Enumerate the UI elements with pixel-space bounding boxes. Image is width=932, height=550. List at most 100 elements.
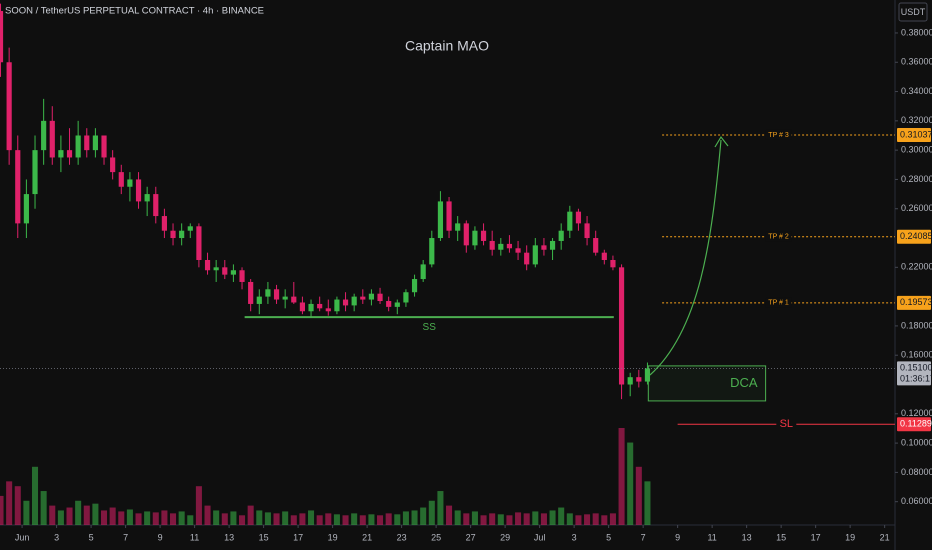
level-label-bg: [765, 231, 792, 242]
candle-body: [437, 201, 444, 239]
volume-bar: [489, 513, 496, 525]
candle-body: [66, 150, 73, 158]
candle-body: [84, 135, 90, 151]
volume-bar: [247, 505, 254, 525]
volume-bar: [14, 486, 21, 525]
volume-bar: [230, 511, 237, 525]
candle-body: [299, 302, 306, 312]
candle-body: [334, 299, 340, 312]
volume-bar: [144, 511, 151, 525]
y-tick-label: 0.10000: [901, 437, 932, 447]
volume-bar: [506, 515, 513, 525]
volume-bar: [316, 515, 323, 525]
volume-bar: [592, 513, 599, 525]
volume-bar: [32, 466, 39, 525]
volume-bar: [273, 513, 280, 525]
last-price-box: [897, 361, 931, 386]
candle-body: [230, 270, 236, 275]
last-price-label: 0.15100: [900, 362, 932, 372]
candle-body: [41, 120, 47, 151]
level-label: TP # 3: [768, 132, 789, 139]
candle-body: [601, 252, 607, 260]
y-tick-label: 0.30000: [901, 145, 932, 155]
level-label-bg: [765, 297, 792, 308]
candle-body: [351, 296, 357, 306]
volume-bar: [351, 513, 358, 525]
candle-body: [273, 289, 280, 300]
candle-body: [213, 267, 219, 271]
candle-body: [179, 230, 185, 239]
y-tick-label: 0.18000: [901, 320, 932, 330]
volume-bar: [49, 505, 56, 525]
x-tick-label: 19: [328, 532, 338, 542]
x-tick-label: 21: [362, 532, 372, 542]
level-price-box: [897, 229, 931, 244]
volume-bar: [204, 505, 211, 525]
x-tick-label: 3: [54, 532, 59, 542]
candle-body: [6, 62, 12, 151]
volume-bar: [523, 513, 530, 525]
y-tick-label: 0.16000: [901, 350, 932, 360]
x-tick-label: 13: [742, 532, 752, 542]
candle-body: [256, 296, 262, 304]
volume-bar: [66, 507, 73, 525]
candle-body: [498, 243, 504, 250]
level-price: 0.19573: [900, 297, 932, 307]
candle-body: [75, 135, 81, 158]
volume-bar: [532, 511, 539, 525]
volume-bar: [109, 507, 116, 525]
candle-body: [489, 240, 495, 250]
x-tick-label: 9: [675, 532, 680, 542]
x-tick-label: 7: [641, 532, 646, 542]
x-tick-label: 17: [293, 532, 303, 542]
candle-body: [342, 299, 349, 306]
level-label: TP # 1: [768, 300, 789, 307]
candle-body: [153, 194, 159, 217]
candle-body: [532, 245, 538, 265]
candle-body: [325, 308, 331, 312]
volume-bar: [584, 514, 591, 525]
level-price: 0.24085: [900, 231, 932, 241]
volume-bar: [359, 515, 366, 525]
candle-body: [506, 243, 513, 249]
level-price-box: [897, 127, 931, 142]
x-tick-label: 7: [123, 532, 128, 542]
level-price: 0.11289: [900, 419, 932, 429]
volume-bar: [394, 514, 401, 525]
candle-body: [144, 194, 150, 202]
volume-bar: [480, 515, 487, 525]
volume-bar: [463, 513, 470, 525]
candle-body: [222, 267, 228, 275]
candle-body: [515, 248, 521, 253]
volume-bar: [126, 509, 133, 525]
volume-bar: [75, 500, 82, 525]
candle-body: [386, 301, 392, 307]
x-tick-label: 27: [466, 532, 476, 542]
volume-bar: [23, 500, 30, 525]
volume-bar: [368, 514, 375, 525]
candle-body: [549, 240, 556, 250]
volume-bar: [6, 481, 13, 525]
candle-body: [308, 303, 314, 312]
volume-bar: [152, 512, 159, 525]
level-label: SL: [780, 418, 793, 430]
candle-body: [394, 302, 400, 307]
currency-box[interactable]: [898, 2, 928, 22]
candle-body: [558, 230, 564, 241]
candle-body: [618, 267, 625, 385]
y-tick-label: 0.38000: [901, 27, 932, 37]
candle-body: [360, 296, 366, 300]
candle-body: [377, 293, 383, 302]
arrow-head: [714, 135, 729, 148]
level-label: TP # 2: [768, 234, 789, 241]
y-tick-label: 0.22000: [901, 262, 932, 272]
x-tick-label: 29: [500, 532, 510, 542]
x-tick-label: Jun: [15, 532, 30, 542]
candle-body: [480, 230, 487, 241]
x-tick-label: 19: [845, 532, 855, 542]
volume-bar: [92, 503, 99, 525]
level-price-box: [897, 295, 931, 310]
volume-bar: [83, 505, 90, 525]
currency[interactable]: USDT: [901, 7, 926, 17]
